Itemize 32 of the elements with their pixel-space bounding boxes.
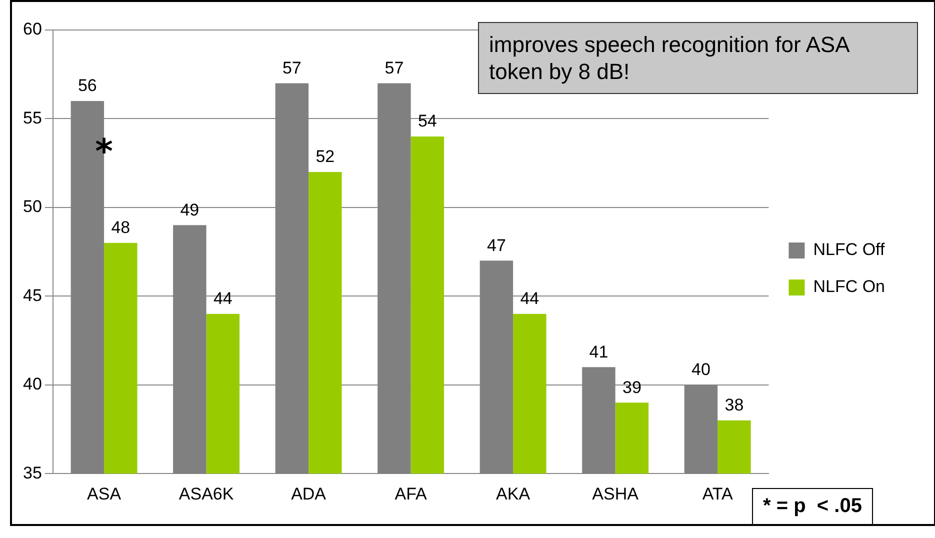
y-tick-label: 45 [22,286,42,305]
data-label: 57 [384,58,404,78]
data-label: 38 [724,396,744,415]
legend-label: NLFC Off [813,240,885,260]
x-tick-label: ADA [291,484,327,504]
data-label: 44 [213,289,232,308]
x-tick-label: ASA [87,484,122,504]
data-label: 48 [111,218,130,238]
callout-box: improves speech recognition for ASA token by 8 dB! [478,22,918,94]
data-label: 56 [78,76,97,96]
data-label: 57 [282,58,302,78]
data-label: 52 [316,147,335,166]
y-tick-label: 40 [22,374,42,394]
y-tick-label: 35 [22,463,42,482]
data-label: 40 [692,360,710,380]
data-label: 44 [520,289,540,308]
data-label: 39 [622,378,642,397]
legend-label: NLFC On [813,277,886,296]
text: * = p < .05 [752,488,873,525]
data-label: 49 [180,200,200,220]
x-tick-label: ASHA [592,484,640,504]
x-tick-label: AFA [394,484,428,504]
y-tick-label: 55 [22,108,42,128]
data-label: 41 [589,342,608,362]
x-tick-label: ATA [702,484,734,504]
data-label: 47 [486,236,506,255]
annotation: * [95,132,114,172]
y-tick-label: 50 [22,197,42,216]
y-tick-label: 60 [22,20,42,39]
x-tick-label: AKA [496,484,531,504]
x-tick-label: ASA6K [178,484,234,504]
data-label: 54 [418,112,437,131]
